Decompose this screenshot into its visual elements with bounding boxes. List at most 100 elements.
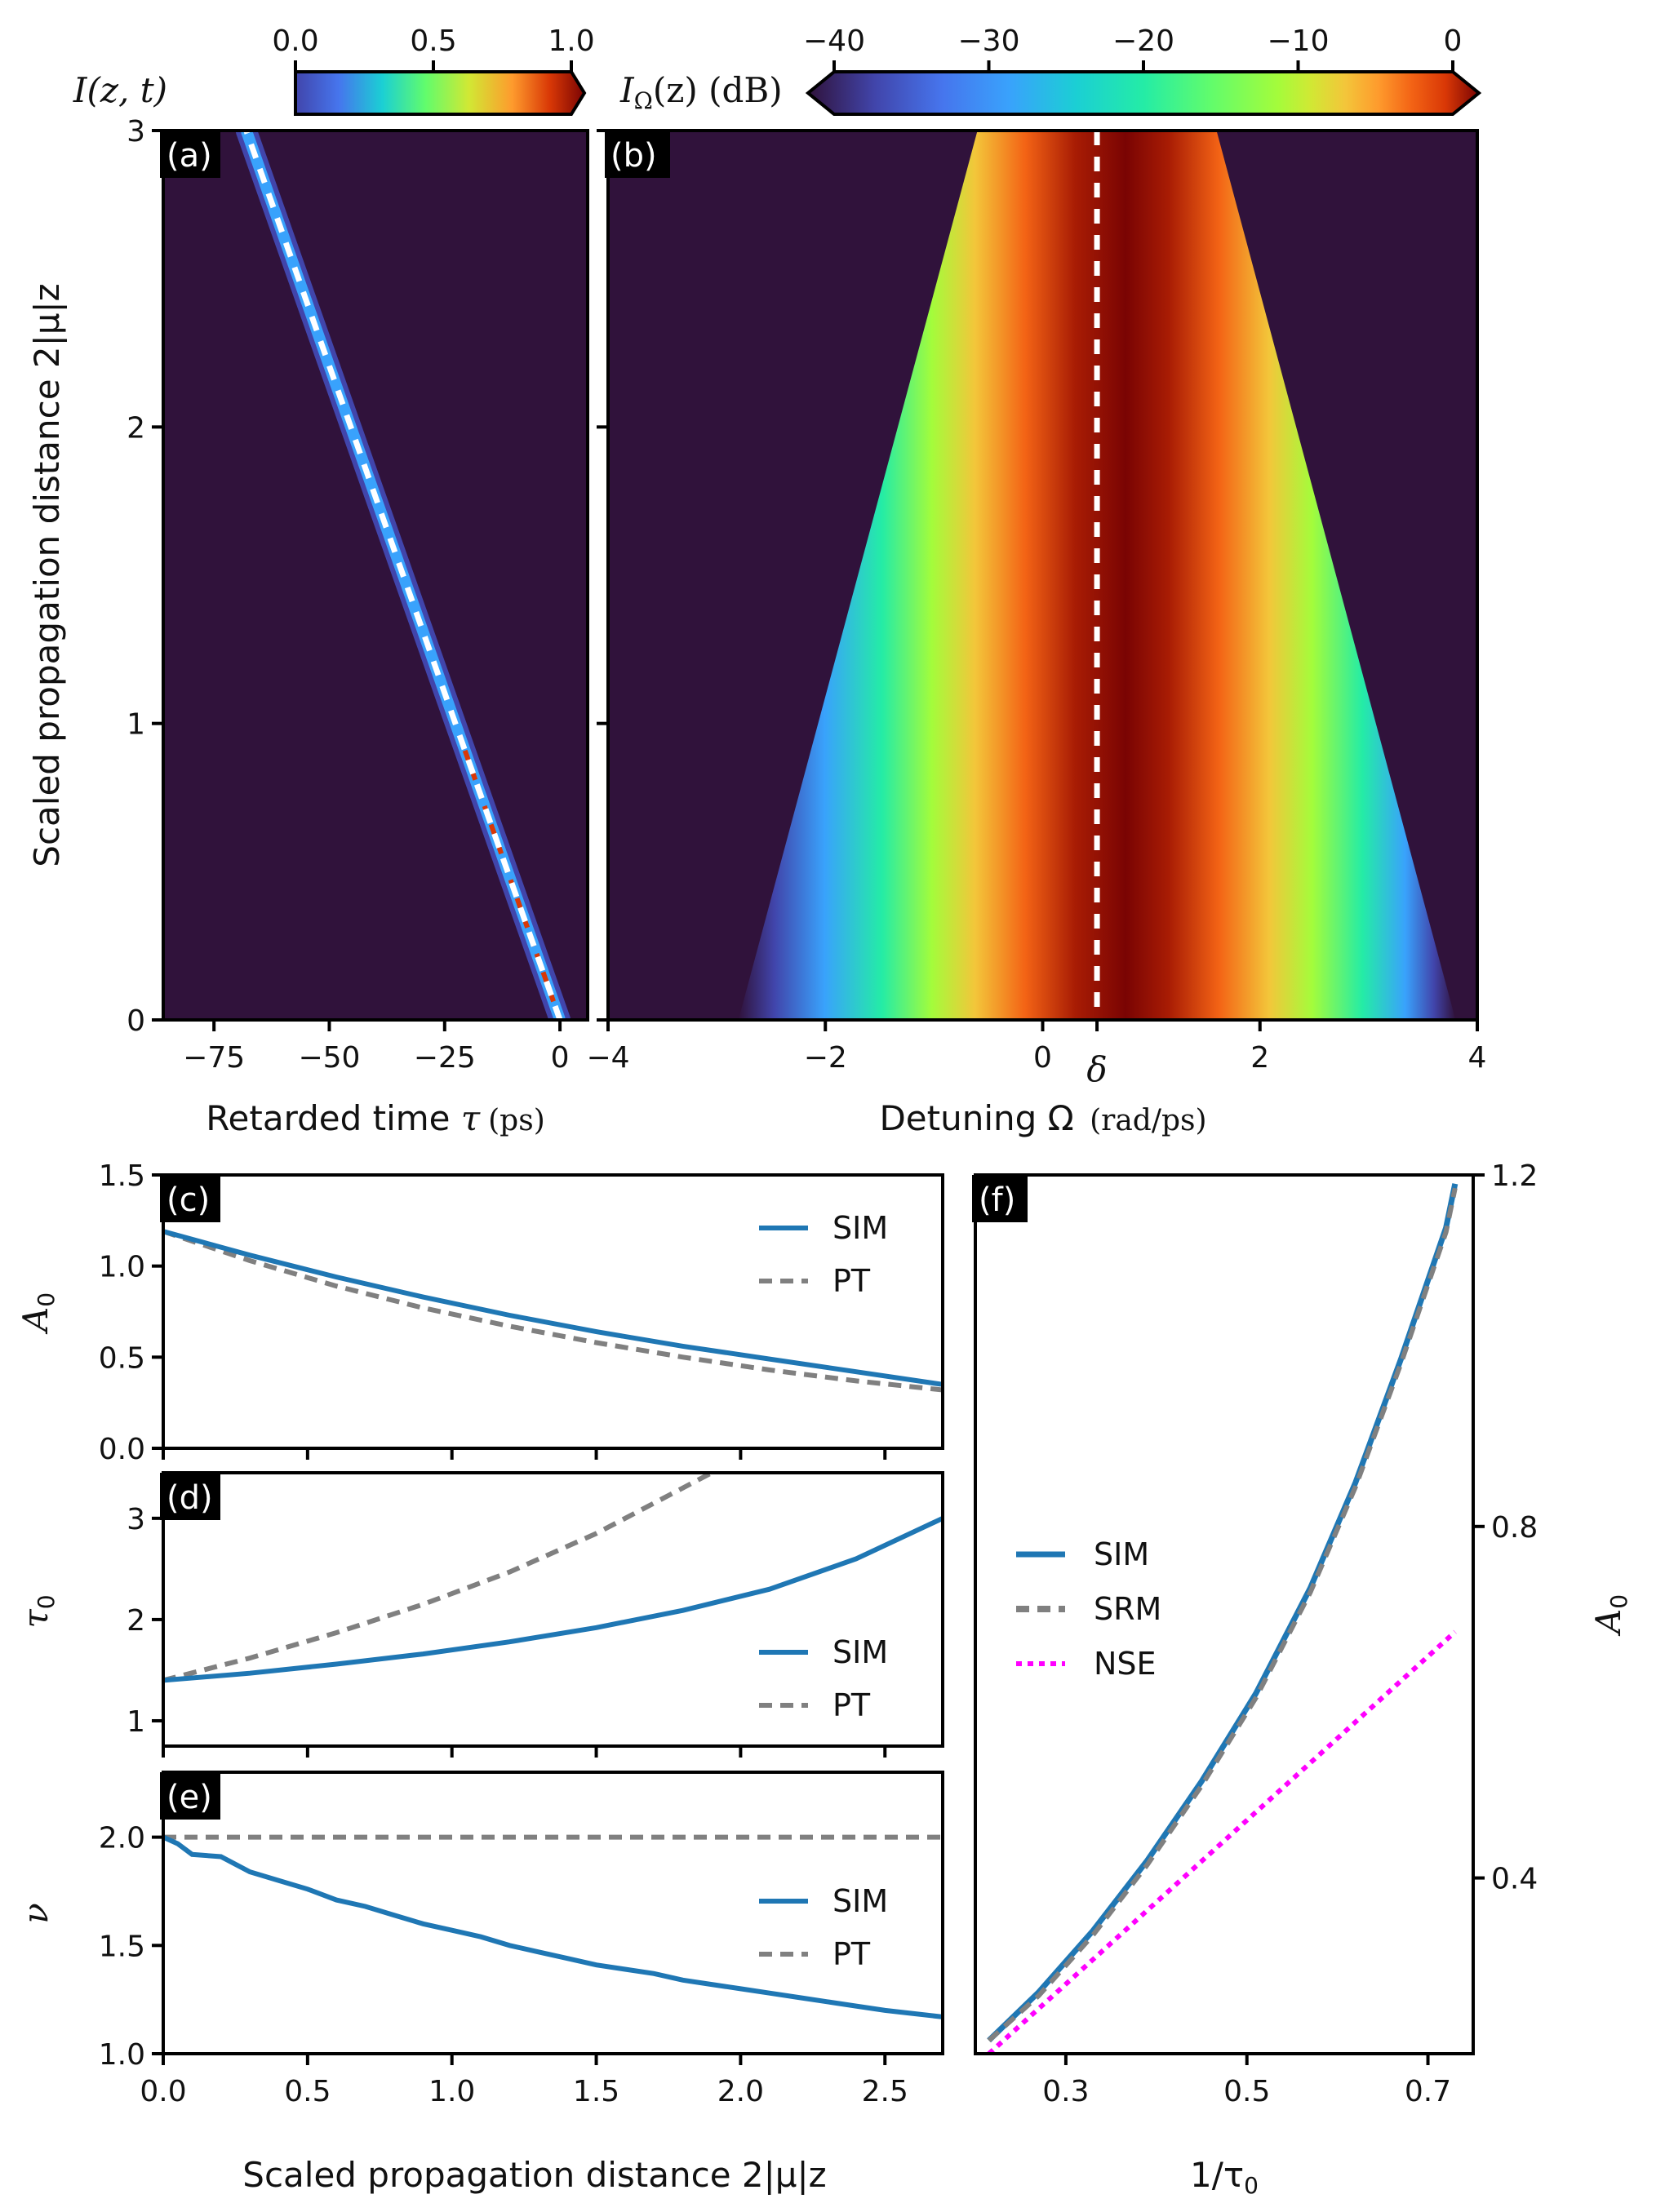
panel-d-ytick-label-1: 2 (127, 1604, 145, 1638)
panel-c-legend: SIM PT (759, 1210, 888, 1299)
panel-c-ytick-label-2: 1.0 (99, 1251, 145, 1284)
panel-f-axes: 0.4 0.8 1.2 0.3 0.5 0.7 (1042, 1159, 1538, 2108)
colorbar-b-label-main: I (619, 70, 635, 110)
panel-c-ylabel: A0 (16, 1292, 60, 1335)
panel-e-xtick-label-3: 1.5 (573, 2075, 619, 2108)
panel-b-xtick-label-0: −4 (586, 1041, 629, 1075)
legend-f-srm: SRM (1094, 1591, 1161, 1627)
panel-b-xlabel-text: Detuning Ω (879, 1098, 1085, 1138)
panel-d-axes: 1 2 3 (127, 1503, 887, 1758)
delta-tick-label: δ (1086, 1049, 1107, 1089)
panel-a: (a) 0 1 2 3 −75 −50 −25 0 Retarded time τ (ps) S… (27, 115, 589, 1138)
colorbar-b-label-rest: (z) (dB) (653, 70, 783, 110)
panel-f-ytick-label-2: 1.2 (1491, 1159, 1538, 1193)
panel-d: (d) 1 2 3 SIM PT τ0 (16, 1471, 944, 1758)
panel-f-frame (974, 1173, 1475, 2055)
panel-a-frame (162, 129, 589, 1022)
panel-e-axes: 1.0 1.5 2.0 0.0 0.5 1.0 1.5 2.0 2.5 (99, 1822, 908, 2108)
panel-b-xlabel-unit: (rad/ps) (1090, 1104, 1206, 1137)
colorbar-a-label: I(z, t) (73, 70, 167, 110)
panel-a-xtick-label-2: −25 (414, 1041, 476, 1075)
panel-d-ytick-label-2: 3 (127, 1503, 145, 1536)
panel-d-ylabel-sub: 0 (33, 1594, 60, 1609)
panel-f-xlabel-sub: 0 (1244, 2172, 1259, 2199)
panel-f-tag: (f) (979, 1181, 1015, 1219)
panel-e-ytick-label-1: 1.5 (99, 1930, 145, 1963)
panel-c-ylabel-sub: 0 (33, 1292, 60, 1307)
colorbar-a-tick-label-2: 1.0 (548, 24, 594, 58)
panel-a-tag: (a) (166, 137, 212, 175)
legend-f-sim: SIM (1094, 1536, 1149, 1572)
panel-f-tag-bg (972, 1175, 1028, 1222)
panel-c-ytick-label-0: 0.0 (99, 1433, 145, 1466)
colorbar-a-tick-label-0: 0.0 (272, 24, 318, 58)
panel-b: (b) −4 −2 0 2 4 δ Detuning Ω (rad/ps) (586, 129, 1487, 1138)
panel-d-tag: (d) (166, 1479, 213, 1517)
pulse-trajectory-line (243, 131, 563, 1020)
panel-c-ylabel-main: A (16, 1307, 56, 1335)
panel-c-axes: 0.0 0.5 1.0 1.5 (99, 1159, 887, 1466)
panel-f-ylabel-main: A (1588, 1609, 1628, 1637)
colorbar-b-tick-label-1: −30 (958, 24, 1020, 58)
panel-b-tag: (b) (610, 137, 657, 175)
panel-b-axes: −4 −2 0 2 4 (586, 129, 1487, 1075)
panel-e-ytick-label-2: 2.0 (99, 1822, 145, 1855)
panel-f-xtick-label-2: 0.7 (1405, 2075, 1451, 2108)
panel-c: (c) 0.0 0.5 1.0 1.5 SIM PT A0 (16, 1159, 944, 1466)
panel-f-ytick-label-0: 0.4 (1491, 1863, 1538, 1896)
panel-f-xtick-label-0: 0.3 (1042, 2075, 1089, 2108)
panel-a-xtick-label-0: −75 (183, 1041, 245, 1075)
panel-e-xtick-label-2: 1.0 (428, 2075, 475, 2108)
colorbar-b-bar (805, 70, 1482, 116)
panel-e-xtick-label-4: 2.0 (717, 2075, 764, 2108)
panel-e-tag: (e) (166, 1779, 212, 1816)
colorbar-b-tick-label-2: −20 (1112, 24, 1174, 58)
colorbar-b-ticks: −40 −30 −20 −10 0 (803, 24, 1462, 72)
series-pt (163, 1473, 713, 1683)
colorbar-a-bar (294, 70, 587, 116)
panel-a-xlabel-unit: (ps) (488, 1104, 545, 1137)
y-axis-label: Scaled propagation distance 2|μ|z (27, 283, 67, 867)
panel-e-xtick-label-0: 0.0 (140, 2075, 186, 2108)
panel-a-axes: 0 1 2 3 −75 −50 −25 0 (127, 115, 569, 1075)
panel-f-ytick-label-1: 0.8 (1491, 1511, 1538, 1545)
panel-e: (e) 1.0 1.5 2.0 0.0 0.5 1.0 1.5 2.0 2.5 SIM PT ν… (16, 1771, 944, 2195)
panel-f-ylabel-sub: 0 (1605, 1594, 1632, 1609)
panel-b-xtick-label-3: 2 (1250, 1041, 1269, 1075)
panel-d-ytick-label-0: 1 (127, 1705, 145, 1739)
legend-c-sim: SIM (832, 1210, 888, 1246)
series-sim (163, 1229, 943, 1387)
panel-f-xtick-label-1: 0.5 (1223, 2075, 1270, 2108)
panel-c-tag-bg (160, 1175, 220, 1222)
colorbar-b-tick-label-0: −40 (803, 24, 865, 58)
colorbar-a-tick-label-1: 0.5 (410, 24, 456, 58)
pulse-peak (457, 734, 562, 1020)
panel-a-pulse (235, 131, 571, 1020)
series-sim (163, 1834, 943, 2019)
series-sim (163, 1516, 943, 1683)
panel-e-frame (162, 1771, 944, 2055)
panel-a-ytick-label-2: 2 (127, 411, 145, 445)
panel-d-legend: SIM PT (759, 1634, 888, 1723)
panel-d-tag-bg (160, 1473, 220, 1520)
colorbar-b: IΩ(z) (dB) −40 −30 −20 −10 0 (619, 24, 1482, 116)
panel-d-ylabel: τ0 (16, 1594, 60, 1628)
panel-e-ylabel: ν (16, 1903, 56, 1924)
colorbar-b-tick-label-4: 0 (1444, 24, 1463, 58)
panel-a-xlabel-text: Retarded time (206, 1098, 461, 1138)
colorbar-b-tick-label-3: −10 (1268, 24, 1330, 58)
panel-b-xtick-label-4: 4 (1468, 1041, 1487, 1075)
legend-e-sim: SIM (832, 1883, 888, 1919)
panel-b-tag-bg (605, 131, 670, 178)
panel-e-ytick-label-0: 1.0 (99, 2038, 145, 2072)
colorbar-a-ticks: 0.0 0.5 1.0 (272, 24, 595, 72)
legend-d-sim: SIM (832, 1634, 888, 1670)
panel-e-xlabel: Scaled propagation distance 2|μ|z (242, 2155, 826, 2195)
panel-a-ytick-label-3: 3 (127, 115, 145, 149)
panel-f-ylabel: A0 (1588, 1594, 1632, 1637)
panel-f: (f) 0.40.81.20.3 0.5 0.7 SIM SRM NSE 1/τ0 … (972, 1159, 1632, 2199)
panel-a-xlabel-var: τ (461, 1098, 481, 1138)
colorbar-b-label-sub: Ω (634, 87, 653, 114)
panel-f-xlabel-main: 1/τ (1190, 2155, 1244, 2195)
